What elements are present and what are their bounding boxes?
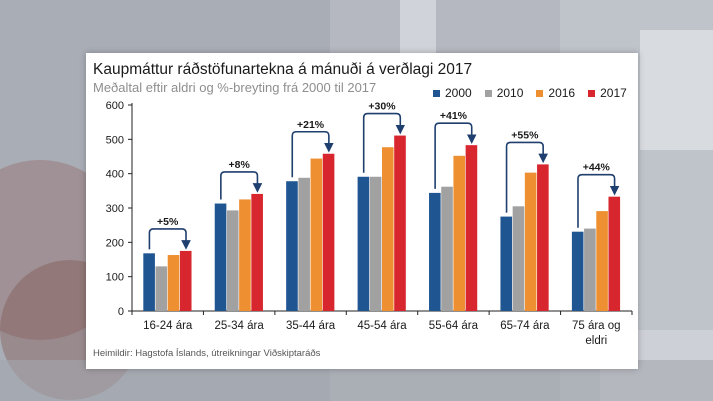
legend-swatch-2000	[433, 89, 440, 97]
bar-2016-7	[596, 211, 608, 311]
bar-2010-7	[584, 228, 596, 311]
change-label: +8%	[228, 159, 250, 171]
change-label: +55%	[511, 129, 539, 141]
y-tick-label: 600	[106, 100, 124, 112]
bar-2017-1	[179, 250, 192, 311]
legend-swatch-2016	[536, 89, 544, 97]
y-tick-label: 400	[106, 169, 124, 181]
change-arrow	[291, 130, 334, 178]
chart-card: Kaupmáttur ráðstöfunartekna á mánuði á v…	[86, 53, 638, 369]
bar-2000-3	[286, 181, 298, 311]
change-arrow	[362, 112, 406, 173]
bar-2017-2	[251, 193, 263, 311]
change-label: +44%	[583, 162, 611, 174]
legend-item-2017: 2017	[588, 86, 627, 100]
bar-2017-4	[394, 135, 406, 311]
change-arrow	[434, 122, 477, 189]
source-note: Heimildir: Hagstofa Íslands, útreikninga…	[93, 348, 321, 359]
x-tick-label: 25-34 ára	[215, 320, 265, 332]
bar-2016-4	[382, 147, 394, 311]
legend-item-2010: 2010	[484, 86, 524, 100]
legend-swatch-2010	[484, 89, 492, 97]
bar-2000-6	[500, 216, 513, 311]
bar-2010-1	[155, 266, 168, 311]
bar-2010-3	[298, 177, 310, 311]
bar-2000-4	[357, 176, 370, 311]
change-arrow	[220, 171, 263, 200]
legend-swatch-2017	[588, 89, 596, 97]
change-label: +30%	[368, 101, 396, 113]
bar-2000-1	[143, 253, 155, 311]
legend-label-2016: 2016	[548, 86, 576, 100]
change-arrow	[505, 141, 548, 213]
bar-2016-6	[524, 172, 537, 311]
bar-2000-7	[571, 231, 584, 311]
x-tick-label: 65-74 ára	[500, 320, 550, 332]
bar-2010-5	[441, 186, 453, 311]
change-label: +5%	[157, 216, 179, 228]
x-tick-label: 35-44 ára	[286, 320, 336, 332]
bar-2000-5	[429, 192, 441, 311]
chart-title: Kaupmáttur ráðstöfunartekna á mánuði á v…	[93, 61, 473, 78]
y-tick-label: 200	[106, 237, 124, 249]
legend-label-2017: 2017	[600, 86, 627, 100]
bar-2010-6	[512, 206, 525, 311]
y-tick-label: 300	[106, 203, 124, 215]
bar-2017-7	[608, 196, 621, 311]
x-tick-label: 75 ára og	[572, 320, 621, 332]
change-label: +21%	[297, 119, 325, 131]
y-tick-label: 500	[106, 134, 124, 146]
x-tick-label: 16-24 ára	[143, 320, 193, 332]
legend-item-2016: 2016	[536, 86, 575, 100]
bar-2017-6	[537, 164, 549, 311]
y-tick-label: 100	[106, 272, 124, 284]
x-tick-label: 55-64 ára	[429, 320, 479, 332]
y-tick-label: 0	[118, 306, 124, 318]
change-arrow	[577, 173, 620, 228]
bar-2000-2	[214, 203, 227, 311]
change-arrow	[148, 228, 191, 250]
legend-label-2010: 2010	[496, 86, 524, 100]
bar-2010-2	[226, 210, 239, 311]
bar-2016-1	[167, 255, 180, 311]
bar-2010-4	[369, 176, 382, 311]
x-tick-label: eldri	[585, 335, 607, 347]
bar-2017-5	[465, 145, 478, 311]
chart-legend: 2000 2010 2016 2017	[433, 86, 627, 100]
bar-2016-2	[239, 199, 251, 311]
bar-2016-3	[310, 158, 323, 311]
change-label: +41%	[440, 110, 468, 122]
bar-chart-plot: 0 100 200 300 400 500 600 16-24 ára +5% 25-34 ára…	[106, 100, 633, 347]
bar-2017-3	[322, 153, 335, 311]
x-tick-label: 45-54 ára	[357, 320, 407, 332]
chart-subtitle: Meðaltal eftir aldri og %-breyting frá 2…	[93, 80, 377, 95]
bar-2016-5	[453, 155, 466, 311]
legend-item-2000: 2000	[433, 86, 472, 100]
legend-label-2000: 2000	[445, 86, 472, 100]
